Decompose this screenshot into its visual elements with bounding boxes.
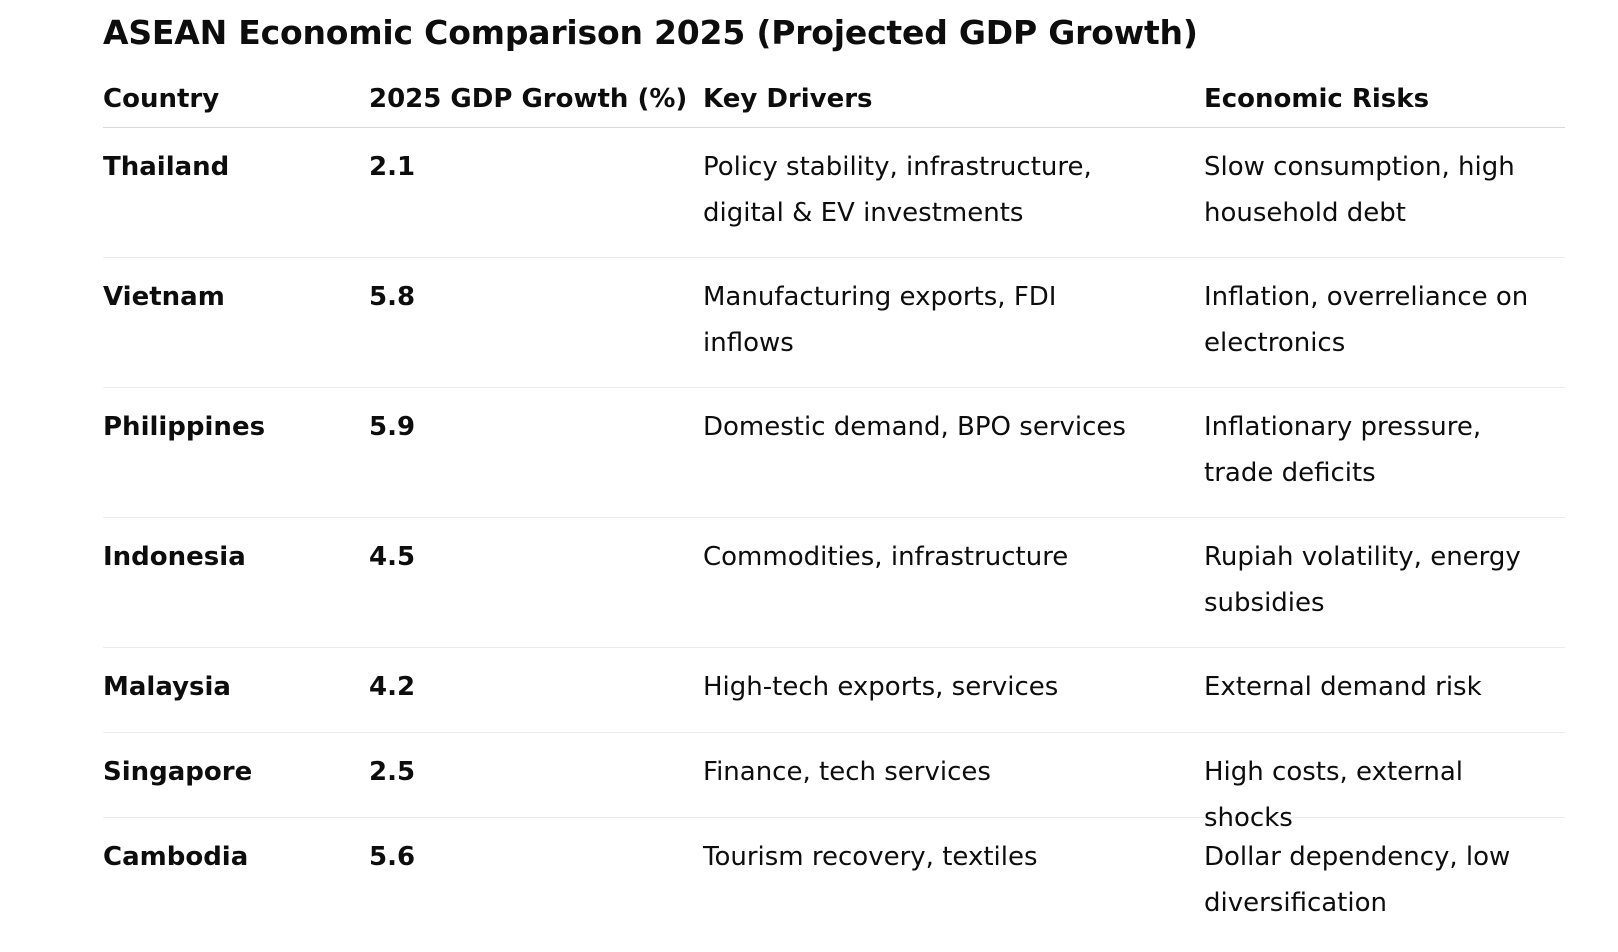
table-row-vietnam: Vietnam 5.8 Manufacturing exports, FDI i… xyxy=(103,258,1565,388)
risks-cell: Dollar dependency, low diversification xyxy=(1204,842,1511,918)
growth-cell: 5.8 xyxy=(369,282,416,312)
table-row-malaysia: Malaysia 4.2 High-tech exports, services… xyxy=(103,648,1565,733)
drivers-cell: High-tech exports, services xyxy=(703,672,1059,702)
risks-cell: Inflationary pressure, trade deficits xyxy=(1204,412,1482,488)
growth-cell: 4.2 xyxy=(369,672,416,702)
drivers-cell: Policy stability, infrastructure, digita… xyxy=(703,152,1092,228)
risks-cell: Rupiah volatility, energy subsidies xyxy=(1204,542,1521,618)
table-row-cambodia: Cambodia 5.6 Tourism recovery, textiles … xyxy=(103,818,1565,948)
table-row-thailand: Thailand 2.1 Policy stability, infrastru… xyxy=(103,128,1565,258)
country-cell: Thailand xyxy=(103,152,230,182)
risks-cell: Slow consumption, high household debt xyxy=(1204,152,1515,228)
comparison-table: Country 2025 GDP Growth (%) Key Drivers … xyxy=(103,74,1565,948)
drivers-cell: Domestic demand, BPO services xyxy=(703,412,1126,442)
risks-cell: External demand risk xyxy=(1204,672,1482,702)
table-row-philippines: Philippines 5.9 Domestic demand, BPO ser… xyxy=(103,388,1565,518)
table-row-singapore: Singapore 2.5 Finance, tech services Hig… xyxy=(103,733,1565,833)
page-title: ASEAN Economic Comparison 2025 (Projecte… xyxy=(103,13,1198,52)
country-cell: Indonesia xyxy=(103,542,246,572)
column-header-country: Country xyxy=(103,84,220,114)
risks-cell: High costs, external shocks xyxy=(1204,757,1464,833)
growth-cell: 2.5 xyxy=(369,757,416,787)
drivers-cell: Finance, tech services xyxy=(703,757,991,787)
risks-cell: Inflation, overreliance on electronics xyxy=(1204,282,1529,358)
growth-cell: 4.5 xyxy=(369,542,416,572)
growth-cell: 5.9 xyxy=(369,412,416,442)
table-row-indonesia: Indonesia 4.5 Commodities, infrastructur… xyxy=(103,518,1565,648)
column-header-growth: 2025 GDP Growth (%) xyxy=(369,84,688,114)
country-cell: Philippines xyxy=(103,412,266,442)
growth-cell: 5.6 xyxy=(369,842,416,872)
column-header-risks: Economic Risks xyxy=(1204,84,1430,114)
growth-cell: 2.1 xyxy=(369,152,416,182)
drivers-cell: Manufacturing exports, FDI inflows xyxy=(703,282,1057,358)
drivers-cell: Tourism recovery, textiles xyxy=(703,842,1038,872)
drivers-cell: Commodities, infrastructure xyxy=(703,542,1069,572)
country-cell: Cambodia xyxy=(103,842,249,872)
country-cell: Vietnam xyxy=(103,282,225,312)
table-header-row: Country 2025 GDP Growth (%) Key Drivers … xyxy=(103,74,1565,128)
country-cell: Singapore xyxy=(103,757,253,787)
column-header-drivers: Key Drivers xyxy=(703,84,873,114)
country-cell: Malaysia xyxy=(103,672,231,702)
